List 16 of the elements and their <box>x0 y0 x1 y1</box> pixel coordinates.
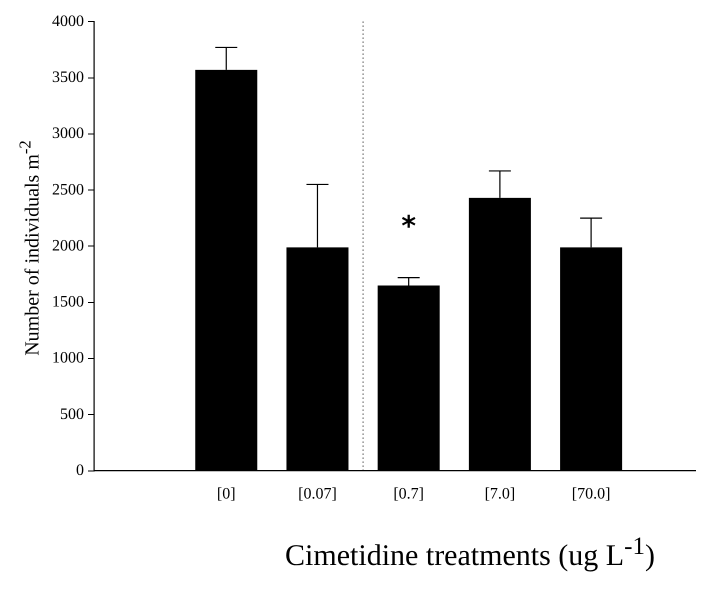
x-tick-label: [0.07] <box>298 486 337 503</box>
y-tick-label: 0 <box>76 462 84 480</box>
y-tick-label: 2000 <box>52 237 84 254</box>
y-tick-label: 1500 <box>52 294 84 311</box>
y-tick-label: 500 <box>60 406 84 423</box>
y-tick-label: 2500 <box>52 181 84 198</box>
y-tick-label: 3000 <box>52 125 84 142</box>
annotation: * <box>401 210 416 243</box>
y-tick-label: 3500 <box>52 68 84 86</box>
x-tick-label: [0] <box>216 486 236 503</box>
x-tick-label: [70.0] <box>572 486 610 503</box>
y-tick-label: 4000 <box>52 12 84 30</box>
x-tick-label: [7.0] <box>484 486 516 503</box>
x-axis-title: Cimetidine treatments (ug L$^{-1}$) <box>285 533 655 573</box>
y-tick-label: 1000 <box>52 350 84 367</box>
x-tick-label: [0.7] <box>393 486 424 503</box>
